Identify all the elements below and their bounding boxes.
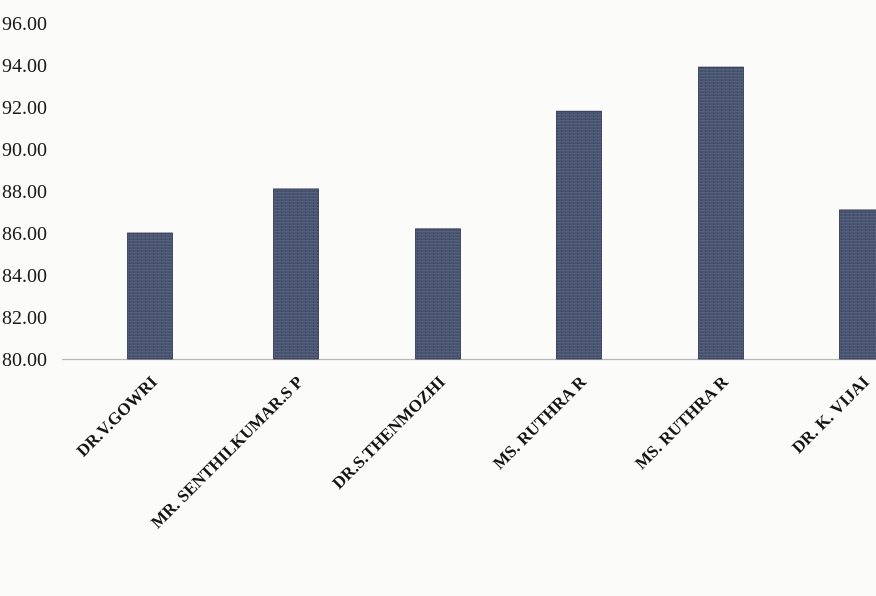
bar: [839, 209, 876, 360]
y-tick-label: 94.00: [2, 55, 47, 77]
bars-group: [127, 66, 876, 360]
y-tick-label: 90.00: [2, 139, 47, 161]
bar: [698, 66, 744, 360]
x-tick-label: DR. K. VIJAI: [788, 372, 873, 457]
y-tick-label: 88.00: [2, 181, 47, 203]
y-tick-label: 84.00: [2, 265, 47, 287]
bar: [273, 188, 319, 360]
x-tick-label: MS. RUTHRA R: [489, 372, 590, 473]
x-tick-label: DR.S.THENMOZHI: [329, 372, 450, 493]
y-tick-label: 86.00: [2, 223, 47, 245]
x-tick-label: MS. RUTHRA R: [631, 372, 732, 473]
y-axis: 80.00 82.00 84.00 86.00 88.00 90.00 92.00 94.00…: [2, 13, 47, 371]
y-tick-label: 82.00: [2, 307, 47, 329]
bar: [415, 228, 461, 360]
bar: [127, 232, 173, 360]
y-tick-label: 80.00: [2, 349, 47, 371]
x-tick-label: DR.V.GOWRI: [73, 372, 161, 460]
y-tick-label: 96.00: [2, 13, 47, 35]
bar: [556, 110, 602, 360]
y-tick-label: 92.00: [2, 97, 47, 119]
x-tick-label: MR. SENTHILKUMAR.S P: [147, 372, 307, 532]
